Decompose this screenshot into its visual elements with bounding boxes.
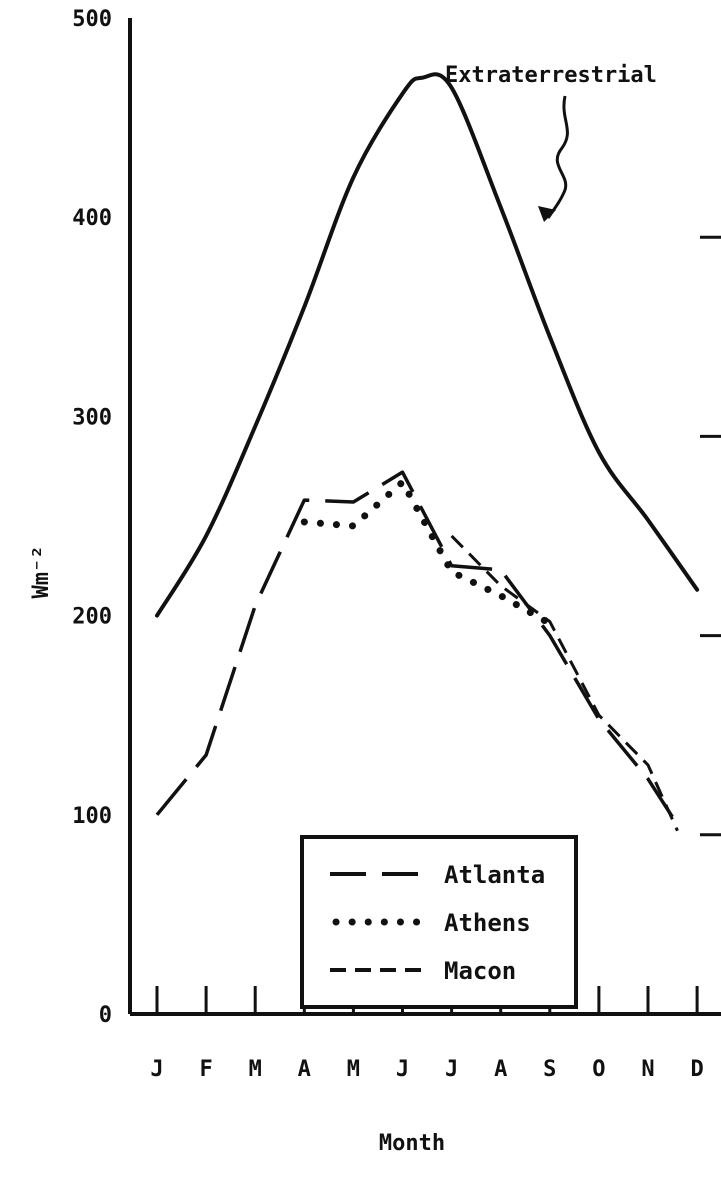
y-tick-label: 500 (72, 7, 112, 32)
x-tick-label: A (298, 1057, 311, 1082)
legend-label-atlanta: Atlanta (444, 861, 545, 889)
x-tick-label: S (543, 1057, 556, 1082)
x-tick-label: J (445, 1057, 458, 1082)
legend-label-athens: Athens (444, 909, 531, 937)
x-tick-label: D (690, 1057, 703, 1082)
y-axis-title: Wm⁻² (29, 546, 54, 599)
y-tick-label: 200 (72, 605, 112, 630)
x-tick-label: O (592, 1057, 605, 1082)
series-line-macon (450, 534, 679, 832)
series-line-atlanta (155, 470, 679, 826)
annotation-arrowhead (538, 206, 556, 222)
legend: Atlanta Athens Macon (300, 835, 578, 1009)
annotation-extraterrestrial: Extraterrestrial (445, 63, 657, 88)
x-tick-label: M (249, 1057, 262, 1082)
legend-box (300, 835, 578, 1009)
legend-label-macon: Macon (444, 957, 516, 985)
series-line-athens (300, 478, 554, 628)
y-tick-label: 300 (72, 405, 112, 430)
annotation-arrow (546, 95, 569, 219)
x-tick-label: J (396, 1057, 409, 1082)
y-tick-label: 400 (72, 206, 112, 231)
x-tick-label: M (347, 1057, 360, 1082)
x-tick-label: N (641, 1057, 654, 1082)
x-axis-title: Month (379, 1131, 445, 1156)
y-tick-label: 100 (72, 804, 112, 829)
x-tick-label: A (494, 1057, 507, 1082)
x-tick-label: F (199, 1057, 212, 1082)
series-line-extraterrestrial (155, 72, 700, 618)
y-tick-label: 0 (99, 1003, 112, 1028)
x-tick-label: J (150, 1057, 163, 1082)
